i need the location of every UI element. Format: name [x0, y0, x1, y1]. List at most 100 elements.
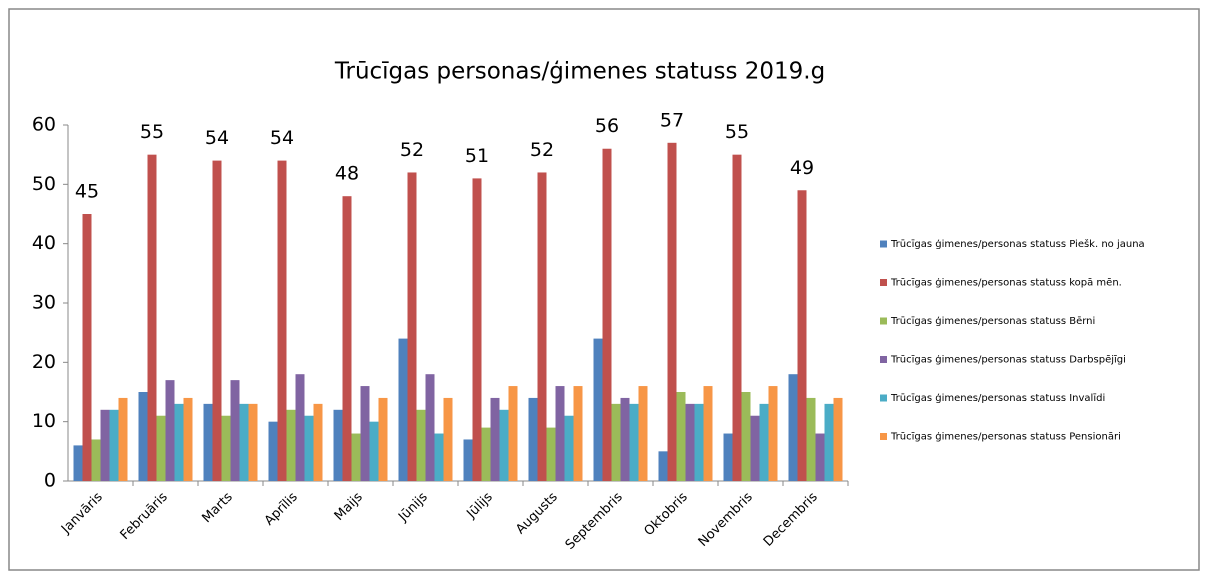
bar [82, 214, 92, 481]
bar [685, 403, 695, 481]
data-label: 52 [530, 139, 554, 161]
bar [703, 386, 713, 481]
bar [203, 403, 213, 481]
bar [750, 415, 760, 481]
y-tick-label: 50 [32, 173, 56, 195]
bar [768, 386, 778, 481]
data-label: 56 [595, 115, 619, 137]
bar [824, 403, 834, 481]
bar [741, 392, 751, 481]
y-tick-label: 30 [32, 292, 56, 314]
bar [833, 397, 843, 481]
y-tick-label: 60 [32, 114, 56, 136]
bar [797, 190, 807, 481]
bar [313, 403, 323, 481]
bar [564, 415, 574, 481]
bar [555, 386, 565, 481]
y-tick-label: 10 [32, 410, 56, 432]
bar [658, 451, 668, 481]
bar [490, 397, 500, 481]
bar [138, 392, 148, 481]
bar [620, 397, 630, 481]
bar [277, 160, 287, 481]
legend-swatch [880, 317, 887, 325]
bar [156, 415, 166, 481]
legend-swatch [880, 279, 887, 286]
bar [537, 172, 547, 481]
bar [333, 409, 343, 481]
bar [165, 380, 175, 481]
bar [109, 409, 119, 481]
bar [499, 409, 509, 481]
bar [91, 439, 101, 481]
bar [788, 374, 798, 481]
bar [248, 403, 258, 481]
bar [676, 392, 686, 481]
data-label: 45 [75, 181, 99, 203]
bar [174, 403, 184, 481]
data-label: 48 [335, 163, 359, 185]
data-label: 52 [400, 139, 424, 161]
bar [268, 421, 278, 481]
bar [573, 386, 583, 481]
bar [360, 386, 370, 481]
legend-swatch [880, 433, 887, 440]
bar [546, 427, 556, 481]
bar [508, 386, 518, 481]
bar [528, 397, 538, 481]
bar [230, 380, 240, 481]
legend-swatch [880, 240, 887, 248]
bar [378, 397, 388, 481]
bar [286, 409, 296, 481]
legend-label: Trūcīgas ģimenes/personas statuss Darbsp… [890, 355, 1126, 366]
bar [806, 397, 816, 481]
bar [183, 397, 193, 481]
bar [398, 338, 408, 481]
bar [443, 397, 453, 481]
chart-title: Trūcīgas personas/ģimenes statuss 2019.g [334, 59, 825, 85]
bar [295, 374, 305, 481]
y-tick-label: 20 [32, 351, 56, 373]
bar [351, 433, 361, 481]
bar [694, 403, 704, 481]
legend-label: Trūcīgas ģimenes/personas statuss Piešk.… [890, 238, 1145, 250]
legend-label: Trūcīgas ģimenes/personas statuss kopā m… [890, 278, 1122, 289]
bar [147, 154, 157, 481]
bar [611, 403, 621, 481]
legend-swatch [880, 394, 887, 402]
data-label: 51 [465, 145, 489, 167]
bar [369, 421, 379, 481]
data-label: 57 [660, 109, 684, 131]
bar [73, 445, 83, 481]
bar [304, 415, 314, 481]
bar [407, 172, 417, 481]
bar [629, 403, 639, 481]
data-label: 49 [790, 157, 814, 179]
bar [342, 196, 352, 481]
bar [815, 433, 825, 481]
bar [434, 433, 444, 481]
legend-label: Trūcīgas ģimenes/personas statuss Pensio… [890, 432, 1121, 443]
bar [425, 374, 435, 481]
bar [463, 439, 473, 481]
data-label: 55 [140, 121, 164, 143]
bar [732, 154, 742, 481]
bar [759, 403, 769, 481]
bar [212, 160, 222, 481]
bar [602, 148, 612, 481]
bar [239, 403, 249, 481]
bar [593, 338, 603, 481]
data-label: 54 [270, 127, 294, 149]
bar [723, 433, 733, 481]
bar [221, 415, 231, 481]
bar [667, 142, 677, 482]
bar [416, 409, 426, 481]
legend-label: Trūcīgas ģimenes/personas statuss Invalī… [890, 393, 1105, 404]
y-tick-label: 0 [44, 470, 56, 492]
bar [118, 397, 128, 481]
y-tick-label: 40 [32, 232, 56, 254]
bar [638, 386, 648, 481]
bar [481, 427, 491, 481]
legend-label: Trūcīgas ģimenes/personas statuss Bērni [890, 316, 1095, 327]
